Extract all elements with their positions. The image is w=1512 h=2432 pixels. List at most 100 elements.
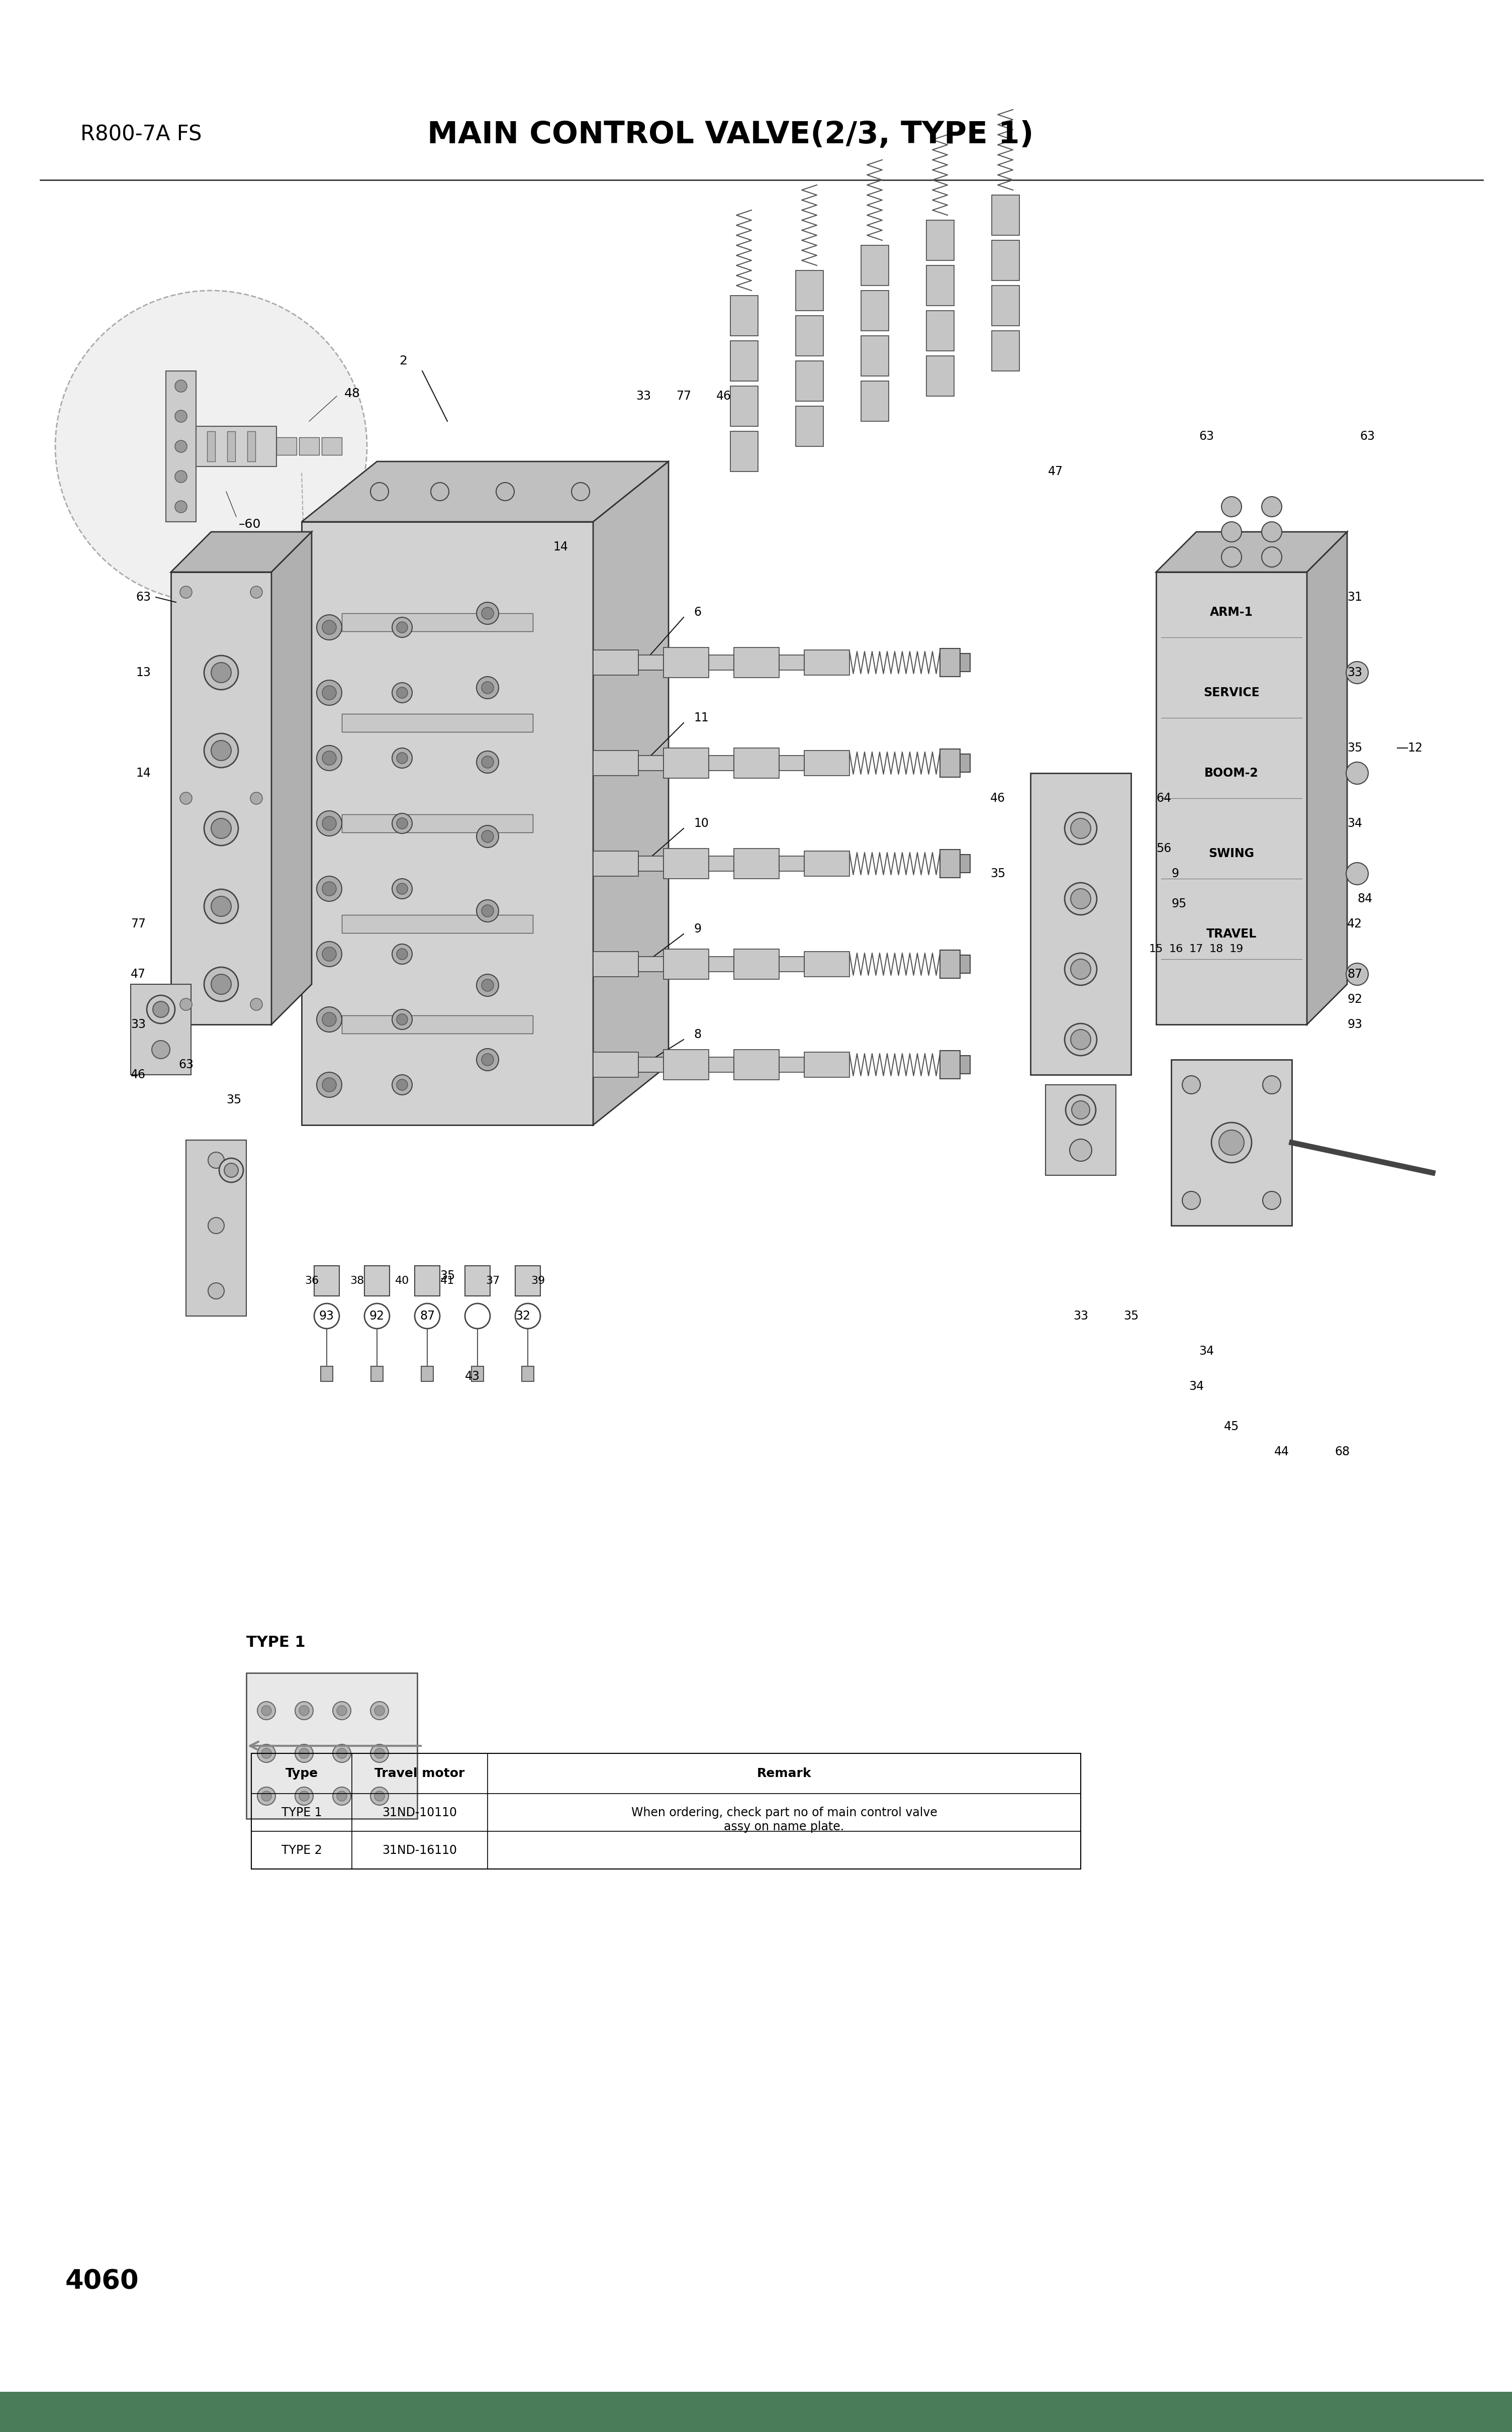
- Circle shape: [1066, 1094, 1096, 1126]
- Circle shape: [370, 482, 389, 501]
- Bar: [246, 1673, 417, 1819]
- Circle shape: [204, 968, 239, 1002]
- Text: 10: 10: [694, 817, 709, 829]
- Circle shape: [262, 1790, 272, 1802]
- Circle shape: [1070, 1029, 1090, 1051]
- Circle shape: [396, 751, 408, 764]
- Text: 4060: 4060: [65, 2269, 139, 2293]
- Bar: [960, 654, 971, 671]
- Text: 34: 34: [1347, 817, 1362, 829]
- Text: 63: 63: [1199, 430, 1214, 443]
- Circle shape: [333, 1702, 351, 1719]
- Circle shape: [1222, 523, 1241, 542]
- Bar: [860, 336, 889, 377]
- Circle shape: [257, 1788, 275, 1805]
- Circle shape: [481, 905, 493, 917]
- Bar: [940, 951, 960, 978]
- Circle shape: [251, 1000, 263, 1009]
- Text: TYPE 2: TYPE 2: [281, 1843, 322, 1856]
- Circle shape: [257, 1744, 275, 1763]
- Bar: [638, 856, 664, 871]
- Circle shape: [180, 793, 192, 805]
- Bar: [638, 654, 664, 671]
- Bar: [927, 265, 954, 306]
- Circle shape: [392, 812, 413, 834]
- Circle shape: [337, 1705, 346, 1715]
- Circle shape: [396, 1080, 408, 1090]
- Circle shape: [316, 1007, 342, 1031]
- Bar: [960, 754, 971, 771]
- Bar: [299, 438, 319, 455]
- Circle shape: [375, 1749, 384, 1758]
- Bar: [779, 1058, 804, 1073]
- Text: 6: 6: [694, 606, 702, 618]
- Bar: [730, 430, 758, 472]
- Text: 38: 38: [349, 1277, 364, 1287]
- Bar: [1045, 1085, 1116, 1175]
- Text: 47: 47: [130, 968, 145, 980]
- Circle shape: [481, 608, 493, 620]
- Bar: [730, 297, 758, 336]
- Bar: [709, 856, 733, 871]
- Text: –60: –60: [239, 518, 262, 530]
- Circle shape: [333, 1744, 351, 1763]
- Text: 40: 40: [395, 1277, 410, 1287]
- Bar: [472, 1367, 484, 1381]
- Bar: [0, 2391, 1512, 2432]
- Circle shape: [1211, 1124, 1252, 1162]
- Polygon shape: [272, 533, 311, 1024]
- Circle shape: [299, 1749, 308, 1758]
- Circle shape: [56, 289, 367, 603]
- Bar: [593, 851, 638, 876]
- Bar: [804, 649, 850, 676]
- Circle shape: [396, 623, 408, 632]
- Text: TYPE 1: TYPE 1: [246, 1634, 305, 1649]
- Text: 63: 63: [136, 591, 151, 603]
- Polygon shape: [171, 533, 311, 572]
- Bar: [414, 1265, 440, 1296]
- Text: 92: 92: [369, 1311, 384, 1323]
- Circle shape: [175, 501, 187, 513]
- Text: 87: 87: [420, 1311, 435, 1323]
- Circle shape: [204, 734, 239, 769]
- Text: 44: 44: [1275, 1445, 1290, 1457]
- Bar: [321, 1367, 333, 1381]
- Text: 8: 8: [694, 1029, 702, 1041]
- Circle shape: [153, 1002, 169, 1017]
- Bar: [804, 751, 850, 776]
- Circle shape: [1346, 863, 1368, 885]
- Circle shape: [316, 615, 342, 640]
- Circle shape: [1070, 958, 1090, 980]
- Circle shape: [322, 817, 336, 829]
- Text: 87: 87: [1347, 968, 1362, 980]
- Text: 43: 43: [466, 1369, 479, 1381]
- Text: 17: 17: [1190, 944, 1204, 953]
- Circle shape: [316, 876, 342, 902]
- Text: 14: 14: [136, 766, 151, 778]
- Text: 31: 31: [1347, 591, 1362, 603]
- Text: 95: 95: [1172, 897, 1187, 910]
- Text: 39: 39: [531, 1277, 544, 1287]
- Text: MAIN CONTROL VALVE(2/3, TYPE 1): MAIN CONTROL VALVE(2/3, TYPE 1): [428, 119, 1034, 148]
- Bar: [779, 654, 804, 671]
- Circle shape: [322, 946, 336, 961]
- Circle shape: [204, 657, 239, 691]
- Circle shape: [392, 749, 413, 769]
- Bar: [1157, 572, 1306, 1024]
- Text: 12: 12: [1408, 742, 1423, 754]
- Circle shape: [1261, 547, 1282, 567]
- Bar: [593, 649, 638, 676]
- Bar: [709, 956, 733, 973]
- Bar: [370, 1367, 383, 1381]
- Text: 84: 84: [1358, 893, 1373, 905]
- Bar: [248, 430, 256, 462]
- Text: 46: 46: [717, 389, 732, 401]
- Bar: [940, 649, 960, 676]
- Circle shape: [370, 1788, 389, 1805]
- Bar: [342, 613, 532, 632]
- Circle shape: [1346, 761, 1368, 783]
- Circle shape: [1182, 1192, 1201, 1209]
- Bar: [927, 311, 954, 350]
- Bar: [227, 430, 236, 462]
- Text: 63: 63: [178, 1058, 194, 1070]
